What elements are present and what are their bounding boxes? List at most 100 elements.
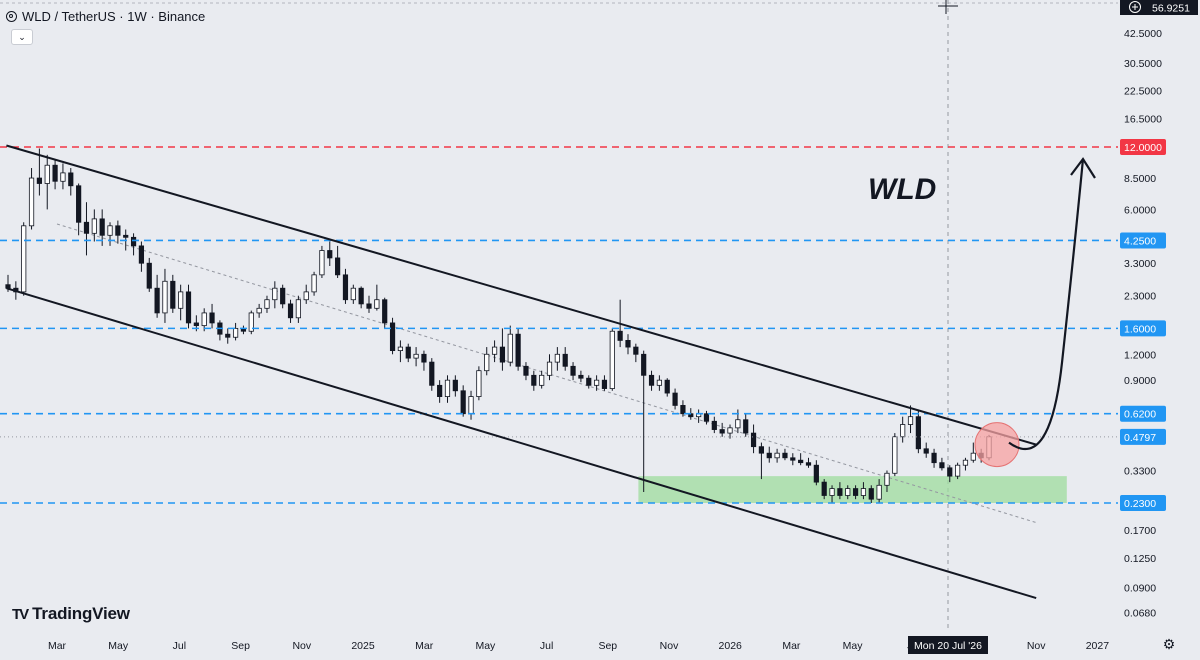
candle xyxy=(225,328,231,344)
candle xyxy=(44,154,50,210)
horizontal-levels xyxy=(0,146,1118,504)
candle xyxy=(52,159,58,190)
crosshair-date-label: Mon 20 Jul '26 xyxy=(914,640,982,652)
candle-body xyxy=(295,299,301,319)
candle xyxy=(868,485,874,503)
candle-body xyxy=(947,467,953,477)
candle xyxy=(648,370,655,391)
candle-body xyxy=(711,420,717,430)
price-axis-label: 0.2300 xyxy=(1124,498,1156,510)
candle-body xyxy=(915,416,921,450)
candle xyxy=(507,325,513,367)
candle xyxy=(280,284,286,309)
candle xyxy=(609,328,615,391)
price-axis-label: 0.6200 xyxy=(1124,409,1156,421)
candle-body xyxy=(397,346,404,352)
candle-body xyxy=(429,361,435,386)
candle-body xyxy=(44,164,50,184)
candle-body xyxy=(21,225,27,293)
candle xyxy=(907,405,914,434)
candle-body xyxy=(319,250,325,276)
price-axis-label: 1.6000 xyxy=(1124,323,1156,335)
price-badge xyxy=(1120,428,1166,445)
candle-body xyxy=(774,452,780,459)
candle-body xyxy=(743,419,749,434)
candle xyxy=(295,295,301,323)
candle-body xyxy=(358,287,364,305)
collapse-legend-button[interactable]: ⌄ xyxy=(11,29,33,45)
candle xyxy=(531,370,537,391)
candle-body xyxy=(735,419,741,429)
gear-icon[interactable]: ⚙ xyxy=(1162,636,1176,652)
candle-body xyxy=(130,236,137,247)
candle-body xyxy=(758,446,765,454)
support-zone xyxy=(638,476,1067,503)
candle xyxy=(955,462,961,480)
candle-body xyxy=(672,392,678,406)
time-axis-label: Mar xyxy=(48,640,67,652)
symbol-header[interactable]: WLD / TetherUS · 1W · Binance xyxy=(6,9,205,24)
candle-body xyxy=(845,488,851,496)
candle-body xyxy=(798,459,804,464)
candle xyxy=(703,410,710,425)
time-axis-label: Sep xyxy=(231,640,250,652)
candle xyxy=(201,308,207,332)
candle xyxy=(805,457,812,468)
price-badge xyxy=(1120,232,1166,249)
candle-body xyxy=(586,377,592,386)
candle xyxy=(837,482,843,500)
candle-body xyxy=(468,396,474,415)
candle-body xyxy=(60,172,66,182)
candle xyxy=(311,271,317,296)
candle-body xyxy=(460,390,466,415)
price-axis-label: 8.5000 xyxy=(1124,173,1156,185)
candle xyxy=(374,284,380,311)
candle xyxy=(429,358,435,391)
tradingview-logo[interactable]: TV TradingView xyxy=(12,604,130,624)
price-axis-label: 22.5000 xyxy=(1124,85,1162,97)
candle xyxy=(601,375,608,391)
candle-body xyxy=(648,374,655,386)
time-axis-label: May xyxy=(475,640,496,652)
candle xyxy=(256,303,262,318)
candle-body xyxy=(444,379,451,397)
candle xyxy=(460,385,466,417)
candle-body xyxy=(185,291,192,324)
candle xyxy=(719,422,725,437)
candle-body xyxy=(452,379,458,392)
candle xyxy=(664,378,670,397)
candle xyxy=(539,370,545,389)
symbol-title: WLD / TetherUS · 1W · Binance xyxy=(22,9,206,24)
price-axis-label: 6.0000 xyxy=(1124,204,1156,216)
candle xyxy=(138,241,145,272)
candle xyxy=(327,241,333,266)
candle-body xyxy=(280,287,286,305)
candle-body xyxy=(727,427,733,434)
time-axis-label: Mar xyxy=(782,640,801,652)
candle-body xyxy=(146,262,152,289)
candle xyxy=(750,424,757,454)
candle-body xyxy=(892,436,898,474)
price-axis-label: 4.2500 xyxy=(1124,235,1156,247)
candle-body xyxy=(107,225,113,236)
candle-body xyxy=(813,464,819,483)
candle-body xyxy=(232,327,239,338)
time-axis-label: Nov xyxy=(660,640,679,652)
candle xyxy=(766,446,772,463)
candle xyxy=(21,222,27,296)
price-axis-label: 0.0680 xyxy=(1124,608,1156,620)
price-axis[interactable]: 42.5000 30.5000 22.5000 16.5000 12.0000 8.500… xyxy=(1120,28,1166,620)
candle-body xyxy=(931,452,937,464)
channel-midline xyxy=(56,223,1037,524)
candle xyxy=(743,413,749,437)
candle xyxy=(303,284,309,304)
time-axis-label: May xyxy=(843,640,864,652)
candle xyxy=(727,424,733,439)
candle xyxy=(444,375,451,403)
time-axis-label: Sep xyxy=(598,640,617,652)
candle-body xyxy=(476,370,482,397)
candle-body xyxy=(539,374,545,386)
candle xyxy=(413,347,419,367)
